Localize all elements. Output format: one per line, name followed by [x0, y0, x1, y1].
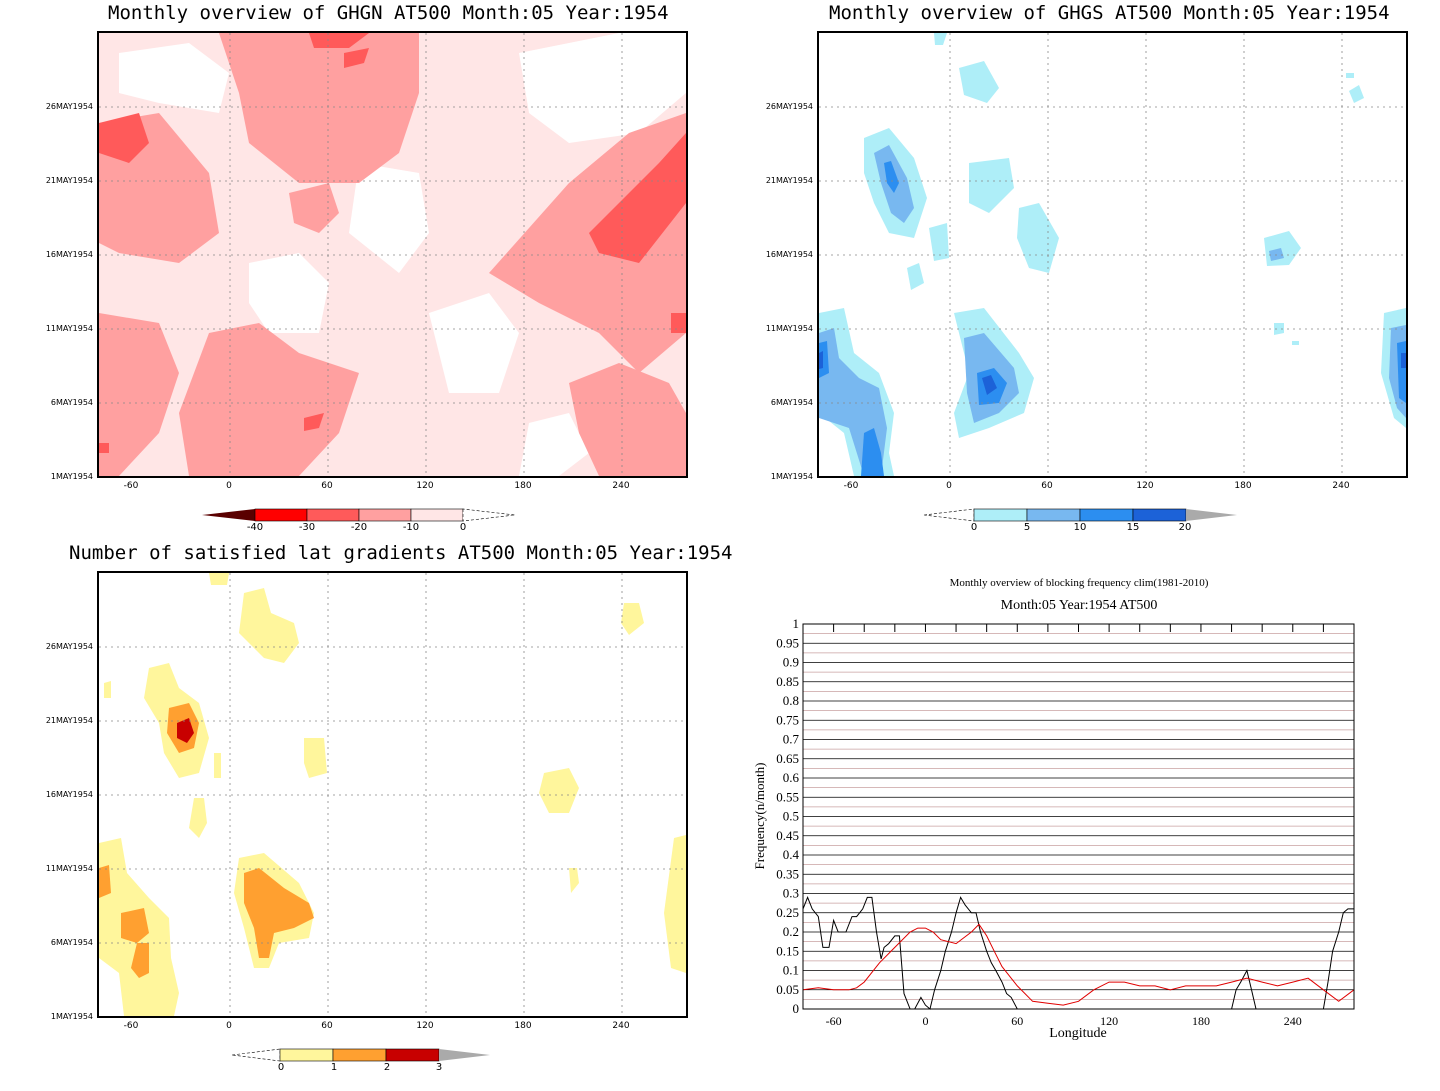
- ghgs-ytick: 16MAY1954: [765, 250, 813, 259]
- latgrad-xtick: 0: [226, 1021, 232, 1031]
- latgrad-xtick: 120: [416, 1021, 434, 1031]
- freq-ytick-label: 0.95: [776, 635, 799, 650]
- latgrad-ytick: 1MAY1954: [50, 1012, 93, 1021]
- freq-ytick-label: 0.45: [776, 828, 799, 843]
- ghgs-xtick: -60: [843, 481, 859, 491]
- ghgn-ytick: 26MAY1954: [45, 102, 93, 111]
- freq-ytick-label: 0.75: [776, 712, 799, 727]
- latgrad-cbar-label: 2: [383, 1062, 391, 1073]
- ghgn-title: Monthly overview of GHGN AT500 Month:05 …: [108, 2, 669, 24]
- freq-ytick-label: 0.4: [783, 847, 800, 862]
- ghgn-ytick: 21MAY1954: [45, 176, 93, 185]
- freq-ytick-label: 0.2: [783, 924, 799, 939]
- ghgs-xtick: 60: [1041, 481, 1053, 491]
- ghgs-cbar-label: 20: [1178, 522, 1192, 533]
- freq-series-red: [802, 923, 1355, 1006]
- ghgn-xtick: 120: [416, 481, 434, 491]
- freq-ytick-label: 0.25: [776, 905, 799, 920]
- freq-ytick-label: 0.85: [776, 674, 799, 689]
- freq-xtick-label: 240: [1284, 1014, 1302, 1028]
- ghgs-cbar-label: 15: [1126, 522, 1140, 533]
- ghgn-contour-map: [99, 33, 686, 476]
- ghgn-xtick: 60: [321, 481, 333, 491]
- ghgs-xtick: 120: [1136, 481, 1154, 491]
- freq-ytick-label: 0.65: [776, 751, 799, 766]
- latgrad-ytick: 16MAY1954: [45, 790, 93, 799]
- ghgs-ytick: 6MAY1954: [770, 398, 813, 407]
- ghgs-ytick: 26MAY1954: [765, 102, 813, 111]
- freq-ytick-label: 0.9: [783, 655, 799, 670]
- latgrad-colorbar: [231, 1048, 490, 1062]
- freq-title: Monthly overview of blocking frequency c…: [949, 577, 1209, 589]
- latgrad-ytick: 6MAY1954: [50, 938, 93, 947]
- freq-ytick-label: 0.8: [783, 693, 799, 708]
- freq-ytick-label: 0.05: [776, 982, 799, 997]
- freq-ytick-label: 0: [793, 1001, 800, 1016]
- ghgn-ytick: 11MAY1954: [45, 324, 93, 333]
- freq-ytick-label: 0.55: [776, 789, 799, 804]
- freq-subtitle: Month:05 Year:1954 AT500: [1000, 598, 1158, 613]
- latgrad-cbar-label: 3: [435, 1062, 443, 1073]
- ghgn-xtick: 180: [514, 481, 532, 491]
- ghgn-cbar-label: -20: [350, 522, 368, 533]
- latgrad-xtick: 240: [612, 1021, 630, 1031]
- freq-xtick-label: 180: [1192, 1014, 1210, 1028]
- freq-chart: 0 0.05 0.1 0.15 0.2 0.25 0.3 0.35 0.4 0.45 0.5 0.55…: [776, 616, 1355, 1028]
- latgrad-xtick: -60: [123, 1021, 139, 1031]
- ghgs-colorbar: [923, 508, 1237, 522]
- ghgn-colorbar: [202, 508, 516, 522]
- ghgn-cbar-label: -30: [298, 522, 316, 533]
- latgrad-contour-map: [99, 573, 686, 1016]
- ghgn-ytick: 1MAY1954: [50, 472, 93, 481]
- ghgn-ytick: 6MAY1954: [50, 398, 93, 407]
- latgrad-ytick: 11MAY1954: [45, 864, 93, 873]
- freq-xlabel: Longitude: [1049, 1026, 1107, 1041]
- ghgn-cbar-label: 0: [459, 522, 467, 533]
- freq-ylabel: Frequency(n/month): [752, 762, 767, 870]
- ghgs-ytick: 11MAY1954: [765, 324, 813, 333]
- ghgs-ytick: 1MAY1954: [770, 472, 813, 481]
- ghgn-plot-area: [97, 31, 688, 478]
- ghgs-ytick: 21MAY1954: [765, 176, 813, 185]
- freq-xtick-label: 0: [922, 1014, 928, 1028]
- ghgs-contour-map: [819, 33, 1406, 476]
- ghgs-xtick: 0: [946, 481, 952, 491]
- freq-ytick-label: 0.3: [783, 886, 799, 901]
- latgrad-ytick: 26MAY1954: [45, 642, 93, 651]
- ghgn-ytick: 16MAY1954: [45, 250, 93, 259]
- freq-xtick-label: 60: [1011, 1014, 1023, 1028]
- latgrad-xtick: 60: [321, 1021, 333, 1031]
- ghgs-cbar-label: 0: [970, 522, 978, 533]
- freq-ytick-label: 0.35: [776, 866, 799, 881]
- freq-series-black: [802, 896, 1354, 1010]
- ghgn-xtick: 0: [226, 481, 232, 491]
- ghgn-cbar-label: -40: [246, 522, 264, 533]
- latgrad-title: Number of satisfied lat gradients AT500 …: [69, 542, 733, 564]
- ghgs-cbar-label: 5: [1023, 522, 1031, 533]
- freq-ytick-label: 1: [793, 616, 800, 631]
- ghgs-plot-area: [817, 31, 1408, 478]
- latgrad-cbar-label: 1: [330, 1062, 338, 1073]
- latgrad-ytick: 21MAY1954: [45, 716, 93, 725]
- freq-xtick-label: -60: [826, 1014, 842, 1028]
- freq-ytick-label: 0.6: [783, 770, 800, 785]
- ghgs-title: Monthly overview of GHGS AT500 Month:05 …: [829, 2, 1390, 24]
- latgrad-xtick: 180: [514, 1021, 532, 1031]
- ghgn-xtick: -60: [123, 481, 139, 491]
- ghgs-xtick: 180: [1234, 481, 1252, 491]
- ghgn-cbar-label: -10: [402, 522, 420, 533]
- ghgs-xtick: 240: [1332, 481, 1350, 491]
- freq-ytick-label: 0.5: [783, 809, 799, 824]
- ghgs-cbar-label: 10: [1073, 522, 1087, 533]
- freq-xtick-label: 120: [1100, 1014, 1118, 1028]
- latgrad-cbar-label: 0: [277, 1062, 285, 1073]
- ghgn-xtick: 240: [612, 481, 630, 491]
- freq-ytick-label: 0.7: [783, 732, 800, 747]
- freq-ytick-label: 0.1: [783, 963, 799, 978]
- latgrad-plot-area: [97, 571, 688, 1018]
- freq-ytick-label: 0.15: [776, 943, 799, 958]
